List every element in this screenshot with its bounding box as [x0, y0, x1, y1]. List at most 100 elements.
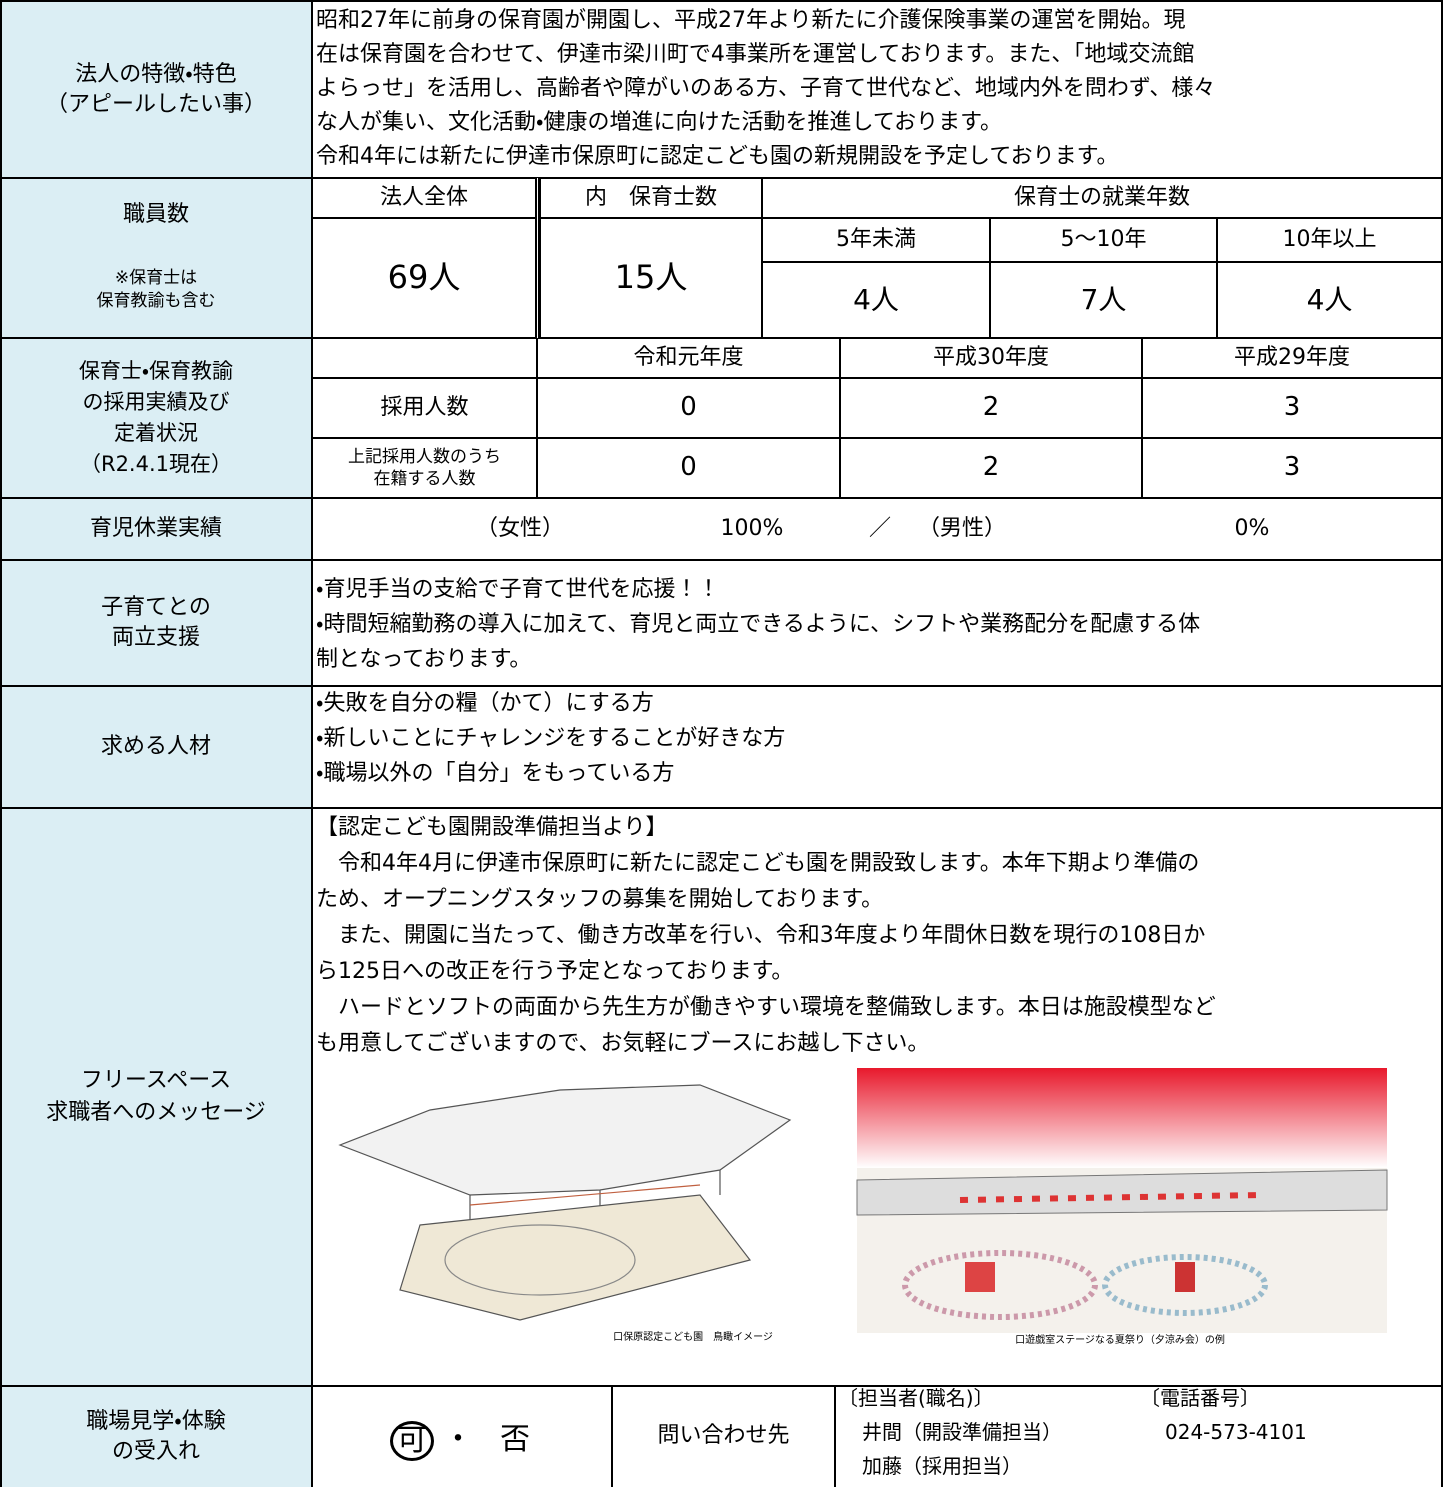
- text: （女性）: [475, 516, 565, 541]
- text: 平成29年度: [1234, 344, 1350, 370]
- text-line: 令和4年4月に伊達市保原町に新たに認定こども園を開設致します。本年下期より準備の: [316, 851, 1200, 876]
- text: 内 保育士数: [584, 184, 717, 210]
- text: 法人全体: [379, 184, 468, 210]
- text: 保育士・保育教諭: [78, 359, 234, 383]
- cell-text: 法人全体: [312, 178, 536, 218]
- text: 令和元年度: [633, 344, 744, 370]
- cell: [313, 379, 536, 437]
- cell: [1143, 439, 1441, 497]
- text: の受入れ: [111, 1438, 200, 1464]
- text: 0%: [1234, 516, 1270, 541]
- text: 子育てとの: [101, 595, 211, 620]
- text: 定着状況: [114, 421, 198, 445]
- cell-text: 保育士・保育教諭 の採用実績及び 定着状況 （R2.4.1現在）: [0, 338, 312, 498]
- text: 井間（開設準備担当）: [862, 1420, 1062, 1444]
- text: 5年未満: [836, 226, 916, 252]
- text-line: 昭和27年に前身の保育園が開園し、平成27年より新たに介護保険事業の運営を開始。…: [316, 8, 1186, 33]
- label-cell: [2, 1387, 311, 1487]
- text: 保育教諭も含む: [96, 291, 216, 311]
- cell-text: 育児休業実績: [0, 498, 312, 560]
- cell-text: 3: [1142, 378, 1442, 438]
- text: 求める人材: [100, 733, 211, 759]
- text: 加藤（採用担当）: [862, 1454, 1022, 1478]
- text-line: 制となっております。: [316, 647, 532, 672]
- text: 2: [982, 392, 1000, 423]
- cell-text: 4人: [762, 262, 990, 338]
- cell-text: 法人の特徴・特色 （アピールしたい事）: [0, 1, 312, 178]
- text-line: ハードとソフトの両面から先生方が働きやすい環境を整備致します。本日は施設模型など: [316, 995, 1216, 1020]
- cell: [763, 219, 989, 261]
- cell-text: 令和元年度: [537, 338, 840, 378]
- text: 3: [1283, 452, 1301, 483]
- cell-text: 15人: [540, 218, 762, 338]
- text: 問い合わせ先: [657, 1423, 790, 1449]
- text: 保育士の就業年数: [1013, 184, 1190, 210]
- text: ※保育士は: [114, 268, 198, 288]
- cell-text: 0: [537, 378, 840, 438]
- text: 69人: [387, 258, 461, 297]
- sketch-birdseye: [335, 1065, 800, 1355]
- text: 在籍する人数: [373, 469, 476, 489]
- text: 100%: [720, 516, 784, 541]
- text: 15人: [614, 258, 688, 297]
- cell: [313, 2, 1441, 177]
- text: の採用実績及び: [82, 390, 230, 414]
- cell-text: 0: [537, 438, 840, 498]
- cell: [841, 379, 1141, 437]
- text: 7人: [1080, 282, 1127, 316]
- cell: [841, 439, 1141, 497]
- text-line: 在は保育園を合わせて、伊達市梁川町で4事業所を運営しております。また、「地域交流…: [316, 42, 1195, 67]
- text: （男性）: [917, 516, 1007, 541]
- cell-text: 上記採用人数のうち 在籍する人数: [312, 438, 537, 498]
- cell: [313, 439, 536, 497]
- cell-text: 保育士の就業年数: [762, 178, 1442, 218]
- text: 10年以上: [1282, 226, 1377, 252]
- label-cell: [2, 809, 311, 1385]
- label-cell: [2, 179, 311, 337]
- cell: [538, 439, 839, 497]
- text: 法人の特徴・特色: [75, 61, 237, 87]
- cell-text: 平成29年度: [1142, 338, 1442, 378]
- text-line: ・失敗を自分の糧（かて）にする方: [316, 691, 654, 716]
- text: 3: [1283, 392, 1301, 423]
- cell-text: 職場見学・体験 の受入れ: [0, 1386, 312, 1487]
- cell: [538, 379, 839, 437]
- cell-text: 4人: [1217, 262, 1442, 338]
- cell: [613, 1387, 834, 1487]
- text-line: ・時間短縮勤務の導入に加えて、育児と両立できるように、シフトや業務配分を配慮する…: [316, 612, 1201, 637]
- text: ／: [868, 516, 892, 541]
- cell: [313, 561, 1441, 685]
- text: 平成30年度: [933, 344, 1049, 370]
- cell: [841, 339, 1141, 377]
- text-line: ・育児手当の支給で子育て世代を応援！！: [316, 577, 720, 602]
- cell-text: ※保育士は保育教諭も含む: [0, 255, 312, 325]
- cell-text: 内 保育士数: [540, 178, 762, 218]
- cell: [313, 1387, 611, 1487]
- text-line: ため、オープニングスタッフの募集を開始しております。: [316, 887, 884, 912]
- cell: [313, 687, 1441, 807]
- cell: [541, 179, 761, 217]
- text: 0: [680, 452, 697, 483]
- cell: [538, 339, 839, 377]
- cell-text: 69人: [312, 218, 536, 338]
- cell-text: 問い合わせ先: [612, 1386, 835, 1487]
- cell-text: 職員数: [0, 190, 312, 240]
- cell: [1143, 339, 1441, 377]
- cell-text: 子育てとの 両立支援: [0, 560, 312, 686]
- cell-text: 3: [1142, 438, 1442, 498]
- cell-text: 2: [840, 378, 1142, 438]
- text: ・: [443, 1422, 473, 1457]
- text: 〔担当者(職名)〕: [838, 1386, 994, 1410]
- cell: [313, 339, 536, 377]
- text-line: 令和4年には新たに伊達市保原町に認定こども園の新規開設を予定しております。: [316, 144, 1119, 169]
- cell-text: 2: [840, 438, 1142, 498]
- text: 口遊戯室ステージなる夏祭り（夕涼み会）の例: [1015, 1335, 1225, 1346]
- text: 職員数: [122, 201, 189, 227]
- text: 4人: [853, 282, 899, 316]
- text: （アピールしたい事）: [45, 91, 266, 117]
- text-line: ・職場以外の「自分」をもっている方: [316, 761, 675, 786]
- cell-text: 5～10年: [990, 218, 1217, 262]
- cell-text: 5年未満: [762, 218, 990, 262]
- text: 育児休業実績: [89, 515, 222, 541]
